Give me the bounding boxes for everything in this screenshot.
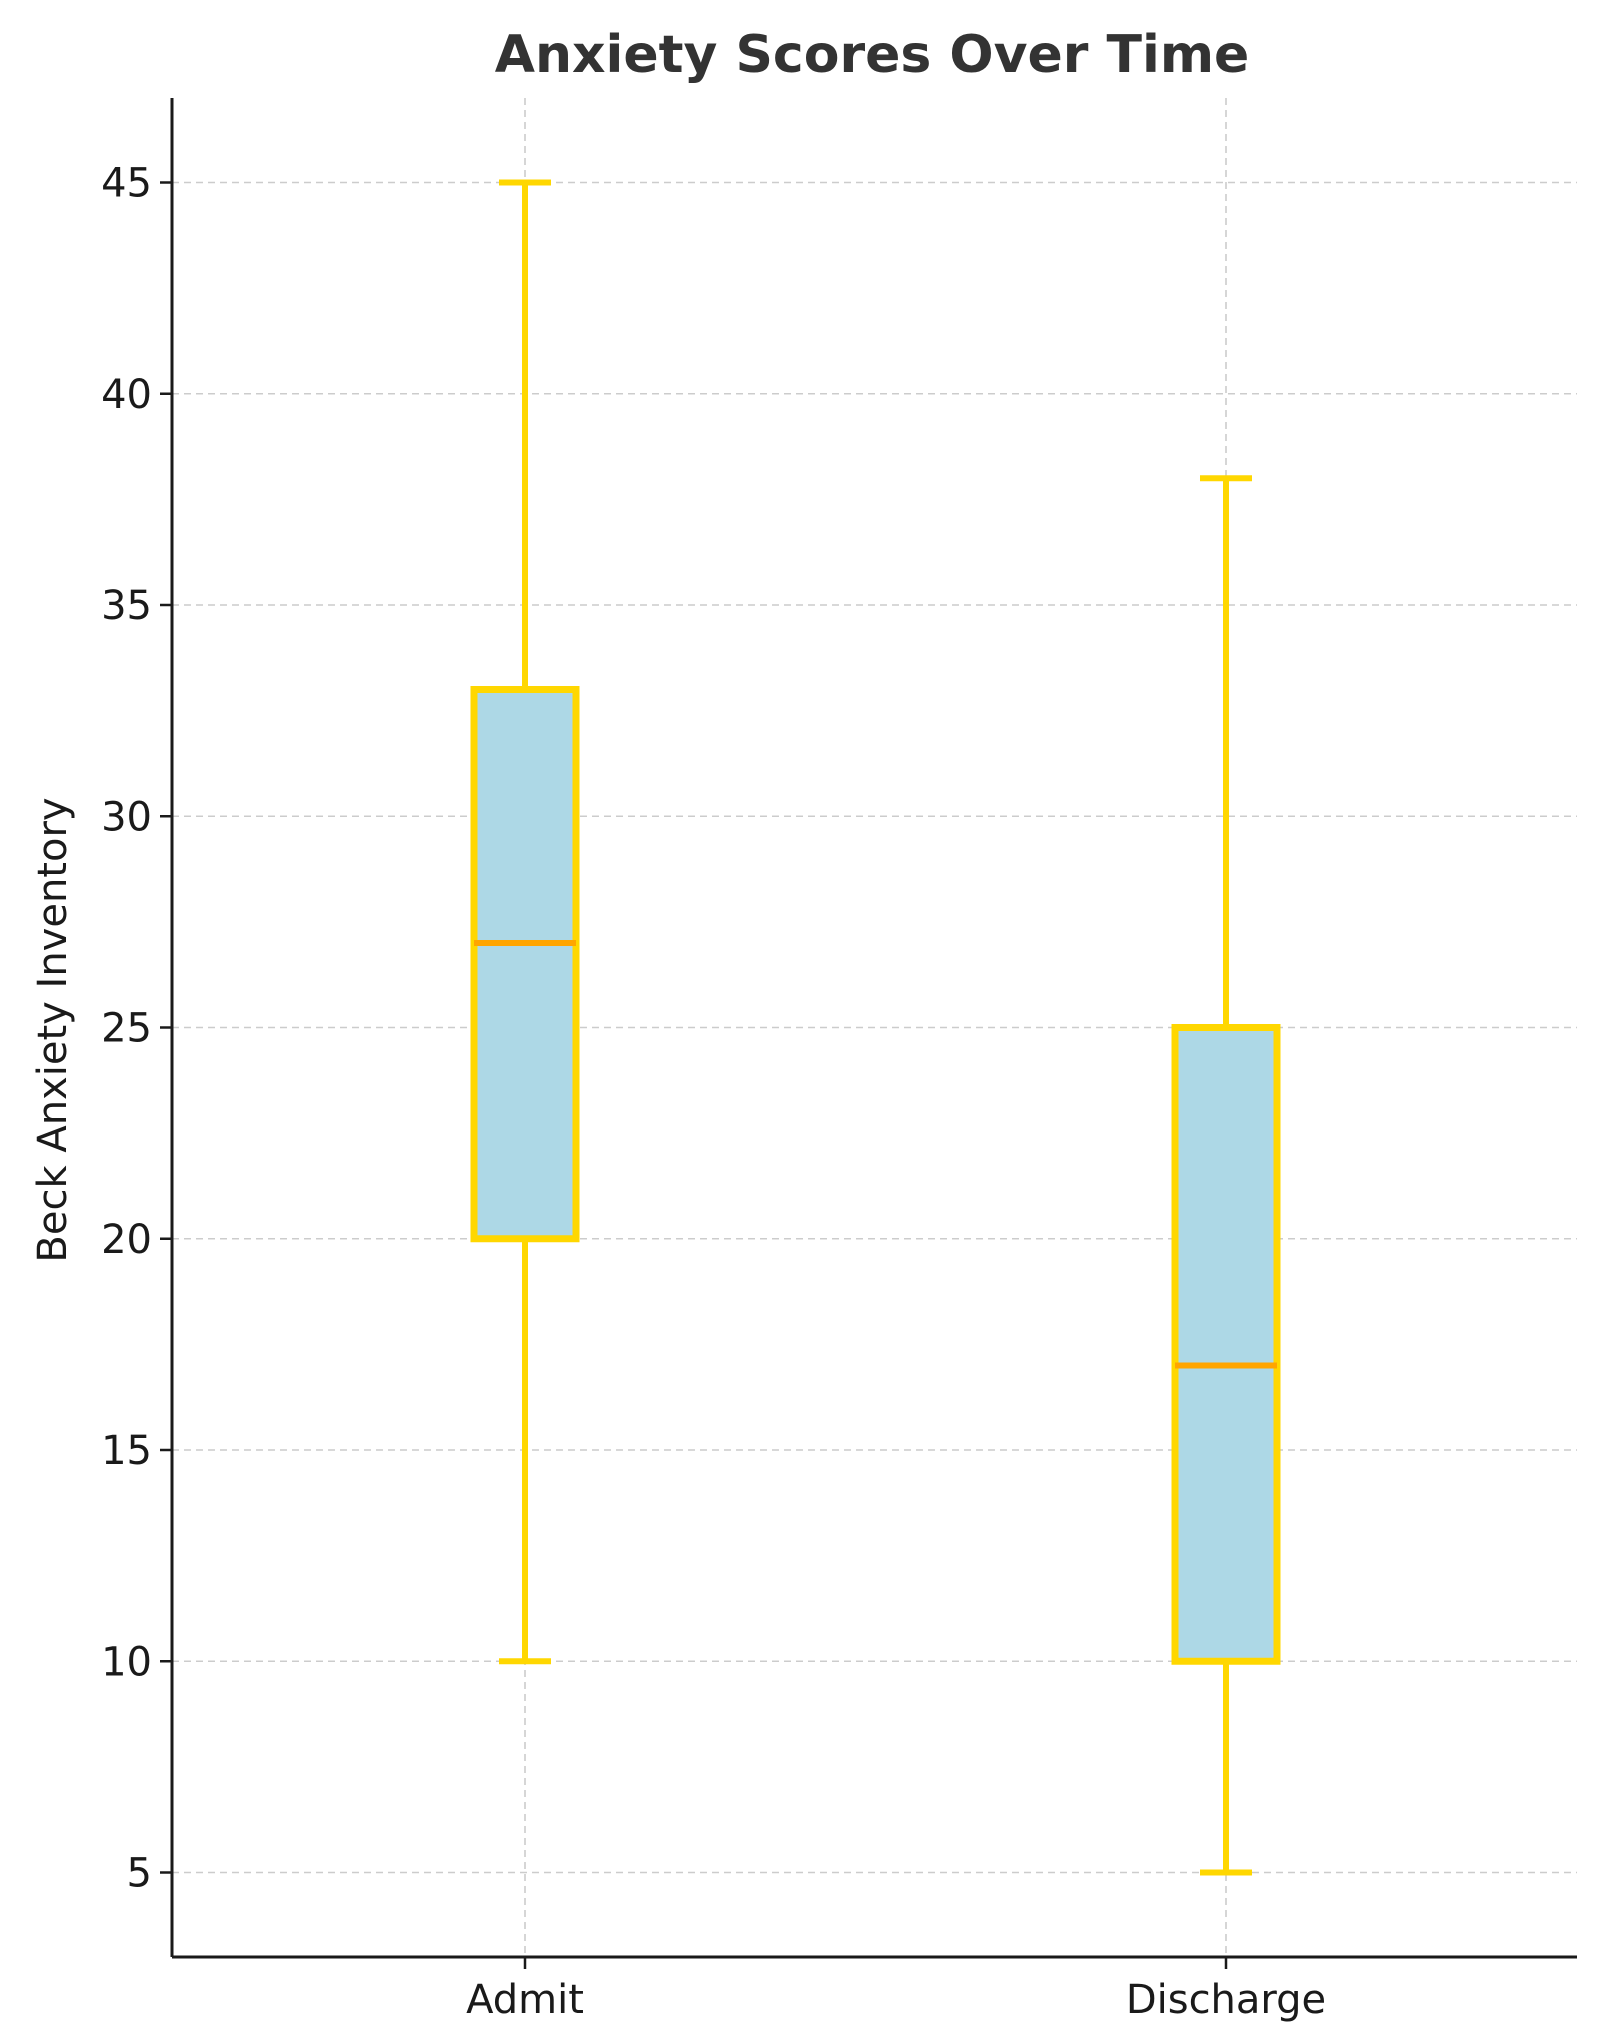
y-axis-title: Beck Anxiety Inventory: [30, 797, 76, 1262]
iqr-box: [1171, 1024, 1281, 1665]
y-tick-label: 40: [101, 372, 152, 418]
chart-title: Anxiety Scores Over Time: [495, 25, 1250, 85]
x-tick-label: Admit: [466, 1977, 584, 2023]
y-tick-label: 20: [101, 1217, 152, 1263]
iqr-box: [470, 686, 580, 1243]
y-tick-label: 45: [101, 161, 152, 207]
grid-lines: [172, 98, 1577, 1957]
y-tick-label: 25: [101, 1006, 152, 1052]
y-tick-label: 10: [101, 1639, 152, 1685]
box-admit: [470, 179, 580, 1665]
y-tick-label: 15: [101, 1428, 152, 1474]
y-tick-label: 5: [127, 1851, 152, 1897]
y-tick-label: 35: [101, 583, 152, 629]
y-tick-label: 30: [101, 794, 152, 840]
x-tick-label: Discharge: [1126, 1977, 1326, 2023]
tick-labels: 5 10 15 20 25 30 35 40 45 Admit Discharge: [101, 161, 1326, 2024]
boxes: [470, 179, 1281, 1876]
box-discharge: [1171, 475, 1281, 1876]
